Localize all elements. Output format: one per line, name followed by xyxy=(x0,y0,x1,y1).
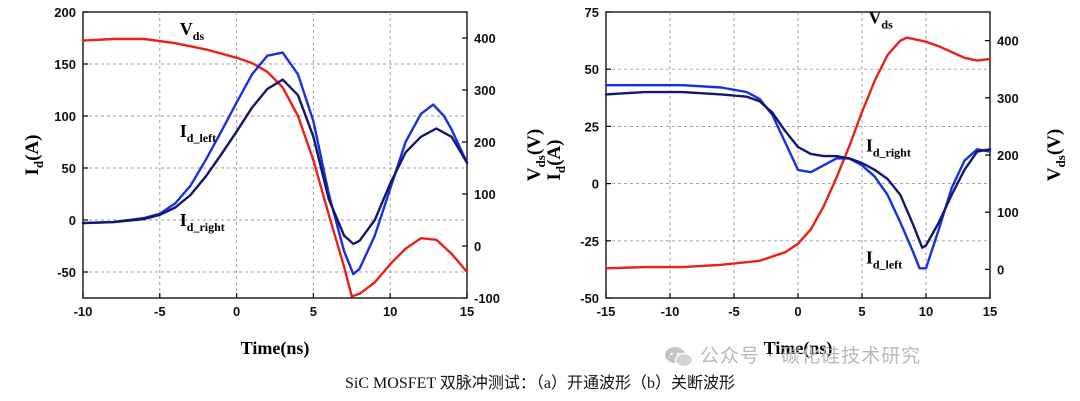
series-annotation: Vds xyxy=(868,7,893,31)
x-tick-label: -10 xyxy=(74,304,93,319)
series-layer xyxy=(604,36,992,270)
y-right-tick-label: -100 xyxy=(474,291,500,306)
x-tick-label: 15 xyxy=(460,304,474,319)
annotations-layer: Vds Id_left Id_right xyxy=(180,19,225,234)
y-right-tick-label: 100 xyxy=(997,205,1019,220)
y-left-axis-title: Id(A) xyxy=(544,139,568,180)
gridlines xyxy=(606,12,990,298)
series-annotation: Id_right xyxy=(180,210,225,234)
x-tick-label: 10 xyxy=(919,304,933,319)
y-left-tick-label: -25 xyxy=(580,234,599,249)
y-right-axis-title: Vds(V) xyxy=(524,129,548,181)
turn-off-chart: -15 -10 -5 0 5 10 15-50-2502550750100200300400… xyxy=(544,5,1068,359)
x-axis-title: Time(ns) xyxy=(764,338,833,359)
annotations-layer: Vds Id_right Id_left xyxy=(866,7,911,271)
x-tick-label: 5 xyxy=(310,304,317,319)
y-left-tick-label: 200 xyxy=(54,5,76,20)
series-line-v-ds xyxy=(604,36,992,270)
y-right-tick-label: 0 xyxy=(474,239,481,254)
y-left-tick-label: 0 xyxy=(592,177,599,192)
y-left-tick-label: 25 xyxy=(585,119,599,134)
x-tick-label: 0 xyxy=(794,304,801,319)
series-line-i-d-right xyxy=(81,78,469,246)
y-left-tick-label: -50 xyxy=(57,265,76,280)
y-right-tick-label: 400 xyxy=(997,34,1019,49)
series-annotation: Id_right xyxy=(866,136,911,160)
x-tick-label: -15 xyxy=(597,304,616,319)
figure-caption: SiC MOSFET 双脉冲测试：（a）开通波形（b）关断波形 xyxy=(345,375,735,392)
wechat-icon xyxy=(665,346,694,367)
y-left-tick-label: 75 xyxy=(585,5,599,20)
series-line-v-ds xyxy=(81,37,469,298)
x-tick-label: -5 xyxy=(154,304,166,319)
y-left-tick-label: -50 xyxy=(580,291,599,306)
x-tick-label: 15 xyxy=(983,304,997,319)
y-left-axis-title: Id(A) xyxy=(22,134,46,175)
x-tick-label: 10 xyxy=(383,304,397,319)
y-right-tick-label: 200 xyxy=(997,148,1019,163)
turn-on-chart: -10 -5 0 5 10 15-50050100150200-1000100200300… xyxy=(22,5,548,359)
y-right-tick-label: 400 xyxy=(474,31,496,46)
x-axis-title: Time(ns) xyxy=(241,338,310,359)
watermark-text: 公众号 · 碳化硅技术研究 xyxy=(700,345,922,367)
y-left-tick-label: 100 xyxy=(54,109,76,124)
series-annotation: Vds xyxy=(180,19,205,43)
y-right-tick-label: 100 xyxy=(474,187,496,202)
y-left-tick-label: 150 xyxy=(54,57,76,72)
series-annotation: Id_left xyxy=(180,121,216,145)
series-layer xyxy=(81,37,469,298)
x-tick-label: -5 xyxy=(728,304,740,319)
series-line-i-d-right xyxy=(604,90,992,249)
series-annotation: Id_left xyxy=(866,248,902,272)
y-left-tick-label: 0 xyxy=(69,213,76,228)
x-tick-label: 5 xyxy=(858,304,865,319)
y-left-tick-label: 50 xyxy=(585,62,599,77)
x-tick-label: 0 xyxy=(233,304,240,319)
y-right-tick-label: 300 xyxy=(474,83,496,98)
ticks-layer: -10 -5 0 5 10 15-50050100150200-1000100200300… xyxy=(54,5,500,319)
watermark: 公众号 · 碳化硅技术研究 xyxy=(664,341,921,368)
x-tick-label: -10 xyxy=(661,304,680,319)
y-right-axis-title: Vds(V) xyxy=(1044,129,1068,181)
y-right-tick-label: 200 xyxy=(474,135,496,150)
y-left-tick-label: 50 xyxy=(62,161,76,176)
plot-frame xyxy=(605,11,991,299)
y-right-tick-label: 0 xyxy=(997,262,1004,277)
series-line-i-d-left xyxy=(81,51,469,276)
y-right-tick-label: 300 xyxy=(997,91,1019,106)
gridlines xyxy=(83,12,467,298)
